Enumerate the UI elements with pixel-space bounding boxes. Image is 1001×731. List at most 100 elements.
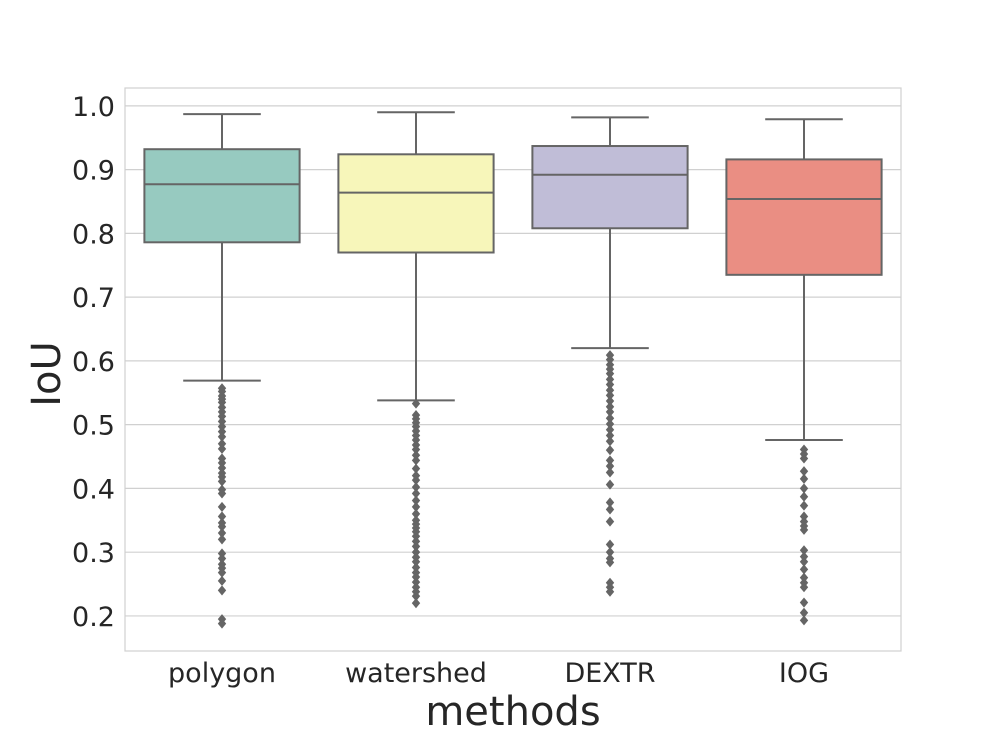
outlier-point	[605, 401, 615, 412]
outlier-point	[217, 431, 227, 442]
outlier-point	[605, 445, 615, 456]
box-group-dextr	[531, 116, 689, 597]
outlier-point	[605, 396, 615, 407]
outlier-point	[411, 501, 421, 512]
outlier-point	[605, 586, 615, 597]
outlier-point	[605, 385, 615, 396]
outlier-point	[605, 430, 615, 441]
box-group-iog	[725, 118, 883, 626]
outlier-point	[217, 457, 227, 468]
iqr-box	[725, 158, 883, 276]
outlier-point	[605, 467, 615, 478]
outlier-point	[605, 436, 615, 447]
outlier-point	[411, 398, 421, 409]
outlier-point	[605, 557, 615, 568]
x-axis-title: methods	[425, 689, 600, 731]
outlier-point	[605, 516, 615, 527]
outlier-point	[411, 556, 421, 567]
x-tick-label: DEXTR	[564, 658, 655, 689]
outlier-point	[799, 551, 809, 562]
outlier-point	[605, 413, 615, 424]
y-tick-labels: 0.2 0.3 0.4 0.5 0.6 0.7 0.8 0.9 1.0	[72, 92, 115, 633]
iqr-box	[143, 148, 301, 244]
outlier-point	[605, 418, 615, 430]
outlier-point	[605, 479, 615, 490]
outlier-point	[605, 390, 615, 401]
y-tick-label: 1.0	[72, 92, 115, 123]
outlier-point	[217, 511, 227, 522]
outlier-point	[605, 461, 615, 472]
outlier-point	[799, 511, 809, 522]
outlier-point	[799, 473, 809, 484]
outlier-point	[217, 521, 227, 532]
y-tick-label: 0.2	[72, 602, 115, 633]
outlier-point	[217, 476, 227, 487]
outlier-point	[799, 582, 809, 593]
outlier-point	[411, 571, 421, 583]
x-tick-labels: polygon watershed DEXTR IOG	[168, 658, 829, 689]
outlier-point	[217, 575, 227, 586]
outlier-point	[799, 491, 809, 502]
outlier-point	[217, 443, 227, 454]
outlier-point	[217, 462, 227, 474]
y-tick-label: 0.5	[72, 411, 115, 442]
iqr-box	[531, 145, 689, 230]
outlier-point	[411, 434, 421, 445]
x-tick-label: polygon	[168, 658, 276, 689]
outlier-point	[799, 483, 809, 494]
outlier-point	[411, 577, 421, 588]
outlier-point	[411, 547, 421, 558]
outlier-point	[217, 618, 227, 629]
outlier-point	[411, 598, 421, 609]
outlier-point	[605, 504, 615, 515]
outlier-point	[411, 444, 421, 455]
outlier-point	[411, 536, 421, 547]
outlier-point	[605, 379, 615, 390]
outlier-point	[799, 572, 809, 583]
outlier-point	[217, 553, 227, 564]
outlier-point	[217, 501, 227, 512]
outlier-point	[799, 564, 809, 575]
y-axis-title: IoU	[24, 341, 70, 407]
outlier-point	[799, 615, 809, 626]
outlier-point	[217, 416, 227, 427]
outlier-point	[411, 463, 421, 474]
outlier-point	[217, 488, 227, 499]
outlier-point	[799, 466, 809, 477]
outlier-point	[605, 374, 615, 385]
outlier-point	[217, 426, 227, 437]
outlier-point	[605, 424, 615, 435]
outlier-point	[799, 500, 809, 511]
outlier-point	[605, 547, 615, 558]
y-tick-label: 0.3	[72, 538, 115, 569]
iqr-box	[337, 153, 495, 254]
outlier-point	[411, 495, 421, 506]
outlier-point	[217, 585, 227, 596]
outlier-point	[411, 508, 421, 519]
outlier-point	[799, 597, 809, 608]
outlier-point	[411, 455, 421, 466]
outlier-point	[411, 562, 421, 573]
y-tick-label: 0.9	[72, 156, 115, 187]
y-tick-label: 0.7	[72, 283, 115, 314]
x-tick-label: watershed	[345, 658, 487, 689]
outlier-point	[217, 534, 227, 545]
outlier-point	[799, 524, 809, 535]
outlier-point	[799, 607, 809, 618]
outlier-point	[605, 497, 615, 508]
outlier-point	[605, 539, 615, 550]
outlier-point	[217, 397, 227, 408]
outlier-point	[799, 453, 809, 464]
outlier-point	[217, 421, 227, 432]
box-group-polygon	[143, 113, 301, 629]
boxes	[143, 111, 883, 629]
outlier-point	[411, 541, 421, 552]
y-tick-label: 0.8	[72, 219, 115, 250]
plot-area-frame	[124, 87, 902, 652]
outlier-point	[411, 531, 421, 542]
outlier-point	[799, 556, 809, 567]
outlier-point	[605, 455, 615, 466]
y-tick-label: 0.4	[72, 474, 115, 505]
outlier-point	[411, 482, 421, 493]
